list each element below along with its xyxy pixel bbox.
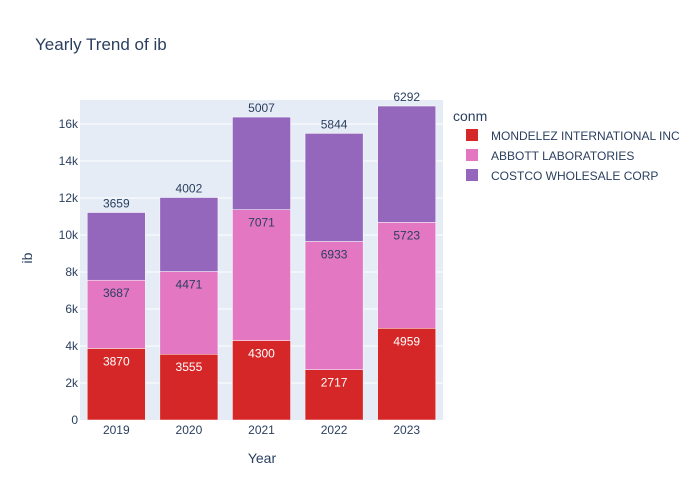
chart-title: Yearly Trend of ib (35, 35, 167, 54)
bar-segment (87, 348, 146, 421)
y-tick-label: 6k (65, 302, 79, 316)
bar-segment (377, 328, 436, 421)
data-labels: 3870 3687 3659 3555 4471 4002 4300 7071 5007 2717… (103, 90, 420, 390)
data-label: 4959 (393, 334, 420, 348)
bar-segment (377, 222, 436, 329)
y-tick-label: 2k (65, 376, 79, 390)
y-tick-label: 16k (59, 117, 79, 131)
legend-swatch[interactable] (466, 169, 478, 181)
data-label: 5723 (393, 228, 420, 242)
bar-segment (87, 279, 146, 349)
data-label: 4471 (176, 278, 203, 292)
x-axis-title: Year (248, 450, 277, 466)
legend-swatch[interactable] (466, 129, 478, 141)
legend-title: conm (453, 108, 487, 124)
y-tick-label: 12k (59, 191, 79, 205)
y-tick-label: 10k (59, 228, 79, 242)
x-tick-label: 2019 (103, 423, 130, 437)
data-label: 3687 (103, 286, 130, 300)
data-label: 4300 (248, 346, 275, 360)
y-axis: 0 2k 4k 6k 8k 10k 12k 14k 16k (59, 117, 79, 427)
legend: conm MONDELEZ INTERNATIONAL INC ABBOTT LA… (453, 108, 680, 183)
data-label: 7071 (248, 216, 275, 230)
data-label: 5007 (248, 101, 275, 115)
x-tick-label: 2022 (321, 423, 348, 437)
legend-swatch[interactable] (466, 149, 478, 161)
legend-item-label[interactable]: MONDELEZ INTERNATIONAL INC (491, 129, 680, 143)
x-tick-label: 2020 (176, 423, 203, 437)
data-label: 4002 (176, 182, 203, 196)
bar-segment (159, 353, 219, 421)
bar-segment (232, 340, 291, 421)
y-tick-label: 14k (59, 154, 79, 168)
legend-item-label[interactable]: ABBOTT LABORATORIES (491, 149, 634, 163)
x-tick-label: 2021 (248, 423, 275, 437)
bar-segment (377, 105, 436, 223)
bar-segment (159, 271, 219, 355)
legend-item-label[interactable]: COSTCO WHOLESALE CORP (491, 169, 658, 183)
data-label: 6292 (393, 90, 420, 104)
data-label: 2717 (321, 376, 348, 390)
x-axis: 2019 2020 2021 2022 2023 (103, 423, 420, 437)
data-label: 3555 (176, 360, 203, 374)
bar-segment (232, 116, 291, 210)
data-label: 6933 (321, 248, 348, 262)
data-label: 3870 (103, 354, 130, 368)
bar-segment (304, 133, 364, 242)
y-tick-label: 4k (65, 339, 79, 353)
data-label: 3659 (103, 197, 130, 211)
bar-segment (232, 209, 291, 341)
bar-segment (304, 369, 364, 421)
y-tick-label: 8k (65, 265, 79, 279)
y-tick-label: 0 (71, 413, 78, 427)
bars (87, 105, 436, 421)
x-tick-label: 2023 (393, 423, 420, 437)
data-label: 5844 (321, 117, 348, 131)
y-axis-title: ib (19, 252, 35, 263)
bar-segment (304, 241, 364, 370)
bar-segment (87, 212, 146, 281)
bar-segment (159, 197, 219, 272)
